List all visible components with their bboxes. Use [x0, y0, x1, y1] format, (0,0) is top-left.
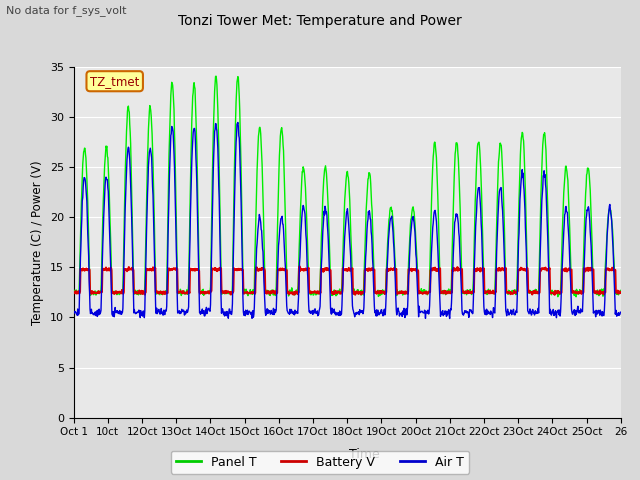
Text: Time: Time — [349, 448, 380, 461]
Legend: Panel T, Battery V, Air T: Panel T, Battery V, Air T — [171, 451, 469, 474]
Text: Tonzi Tower Met: Temperature and Power: Tonzi Tower Met: Temperature and Power — [178, 14, 462, 28]
Text: No data for f_sys_volt: No data for f_sys_volt — [6, 5, 127, 16]
Text: TZ_tmet: TZ_tmet — [90, 75, 140, 88]
Y-axis label: Temperature (C) / Power (V): Temperature (C) / Power (V) — [31, 160, 44, 324]
